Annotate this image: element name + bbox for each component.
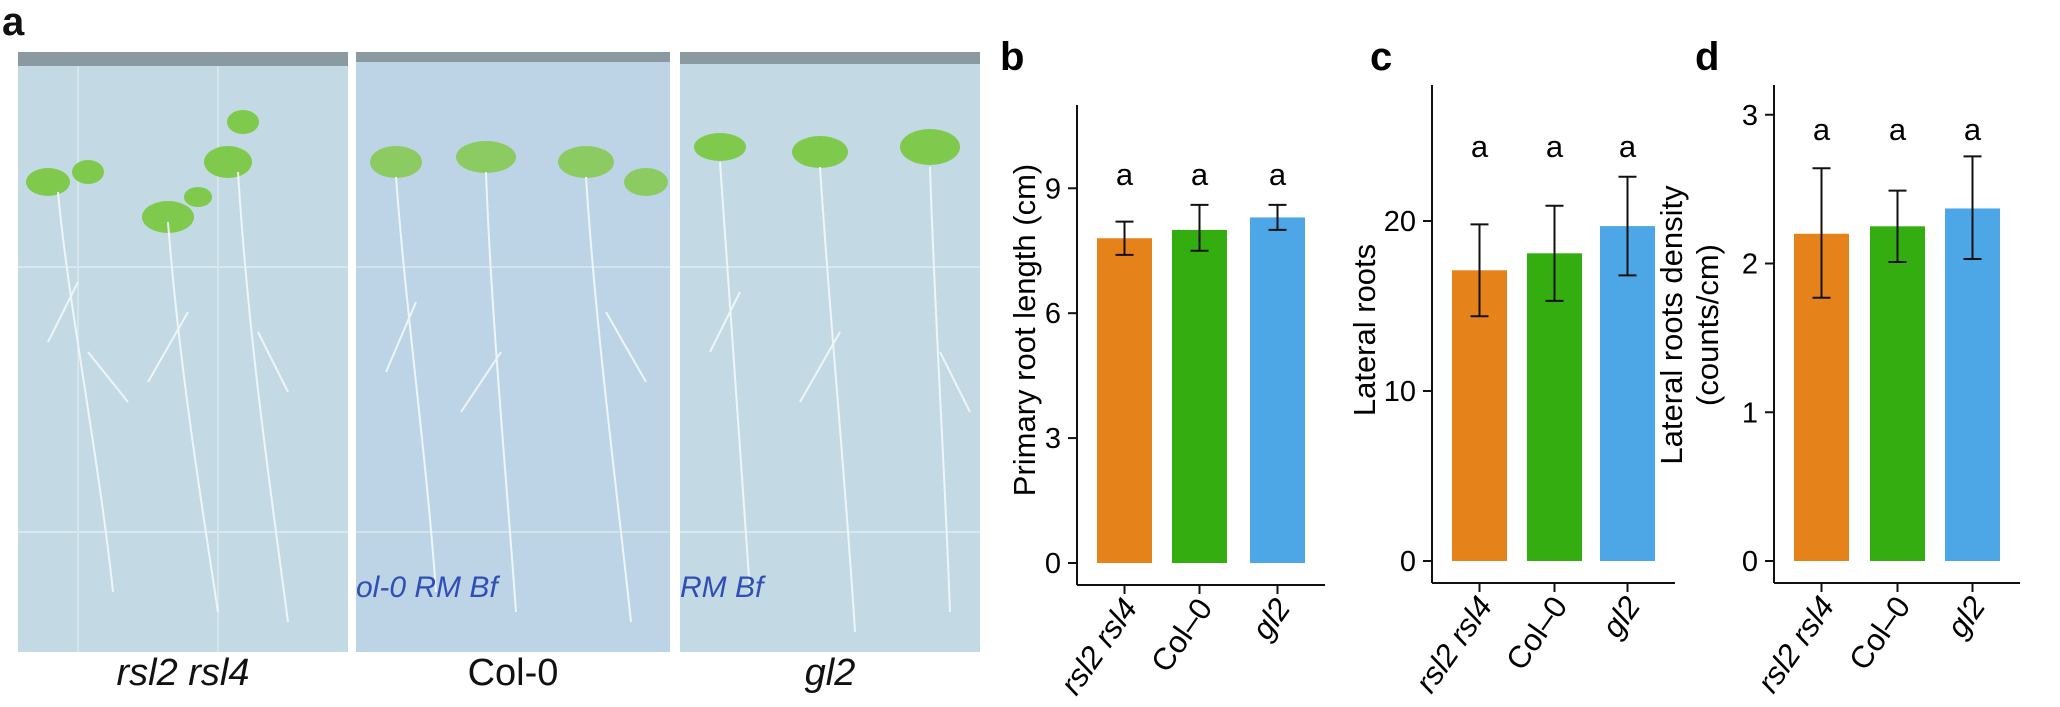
plate-image-3: RM Bf (680, 52, 980, 652)
x-tick-label: gl2 (1595, 590, 1647, 644)
plate-label-gl2: gl2 (804, 652, 856, 694)
y-tick-label: 2 (1742, 249, 1758, 281)
y-tick-label: 3 (1045, 423, 1061, 455)
bar-3 (1250, 217, 1305, 563)
x-tick-label: gl2 (1940, 590, 1992, 644)
panel-letter-a: a (2, 0, 25, 44)
y-tick-label: 9 (1045, 173, 1061, 205)
significance-letter: a (1269, 157, 1287, 192)
plate-marker-text-3: RM Bf (680, 571, 766, 604)
y-tick-label: 0 (1742, 546, 1758, 578)
plate-image-1 (18, 52, 348, 652)
significance-letter: a (1546, 129, 1564, 164)
significance-letter: a (1619, 129, 1637, 164)
x-tick-label: rsl2 rsl4 (1053, 592, 1144, 701)
significance-letter: a (1116, 157, 1134, 192)
plate-label-rsl2-rsl4: rsl2 rsl4 (116, 652, 250, 694)
y-tick-label: 0 (1400, 546, 1416, 578)
plate-photo-rsl2-rsl4 (18, 52, 348, 652)
x-tick-label: Col–0 (1842, 590, 1917, 676)
significance-letter: a (1889, 112, 1907, 147)
significance-letter: a (1813, 112, 1831, 147)
plate-label-col-0: Col-0 (467, 652, 559, 694)
x-tick-label: Col–0 (1499, 590, 1574, 676)
bar-3 (1600, 226, 1655, 561)
y-axis-label: Lateral roots density (1654, 185, 1689, 465)
bar-1 (1452, 270, 1507, 561)
y-tick-label: 3 (1742, 100, 1758, 132)
panel-letter-b: b (1000, 35, 1024, 79)
bar-2 (1527, 253, 1582, 562)
panel-letter-c: c (1370, 35, 1392, 79)
y-axis-label: (counts/cm) (1690, 244, 1725, 406)
plate-image-2: ol-0 RM Bf (356, 52, 670, 652)
bar-1 (1097, 238, 1152, 563)
y-tick-label: 20 (1384, 206, 1416, 238)
significance-letter: a (1191, 157, 1209, 192)
significance-letter: a (1471, 129, 1489, 164)
x-tick-label: rsl2 rsl4 (1750, 590, 1841, 699)
y-axis-label: Lateral roots (1347, 244, 1382, 416)
significance-letter: a (1964, 112, 1982, 147)
plate-photo-col-0: ol-0 RM Bf (356, 52, 670, 652)
x-tick-label: Col–0 (1144, 592, 1219, 678)
panel-letter-d: d (1695, 35, 1719, 79)
bar-3 (1945, 208, 2000, 561)
plate-photo-gl2: RM Bf (680, 52, 980, 652)
bar-2 (1870, 226, 1925, 561)
bar-2 (1172, 229, 1227, 563)
y-tick-label: 1 (1742, 397, 1758, 429)
y-tick-label: 0 (1045, 548, 1061, 580)
x-tick-label: rsl2 rsl4 (1408, 590, 1499, 699)
y-axis-label: Primary root length (cm) (1007, 164, 1042, 496)
y-tick-label: 10 (1384, 376, 1416, 408)
y-tick-label: 6 (1045, 298, 1061, 330)
x-tick-label: gl2 (1245, 592, 1297, 646)
plate-marker-text-2: ol-0 RM Bf (356, 571, 500, 604)
